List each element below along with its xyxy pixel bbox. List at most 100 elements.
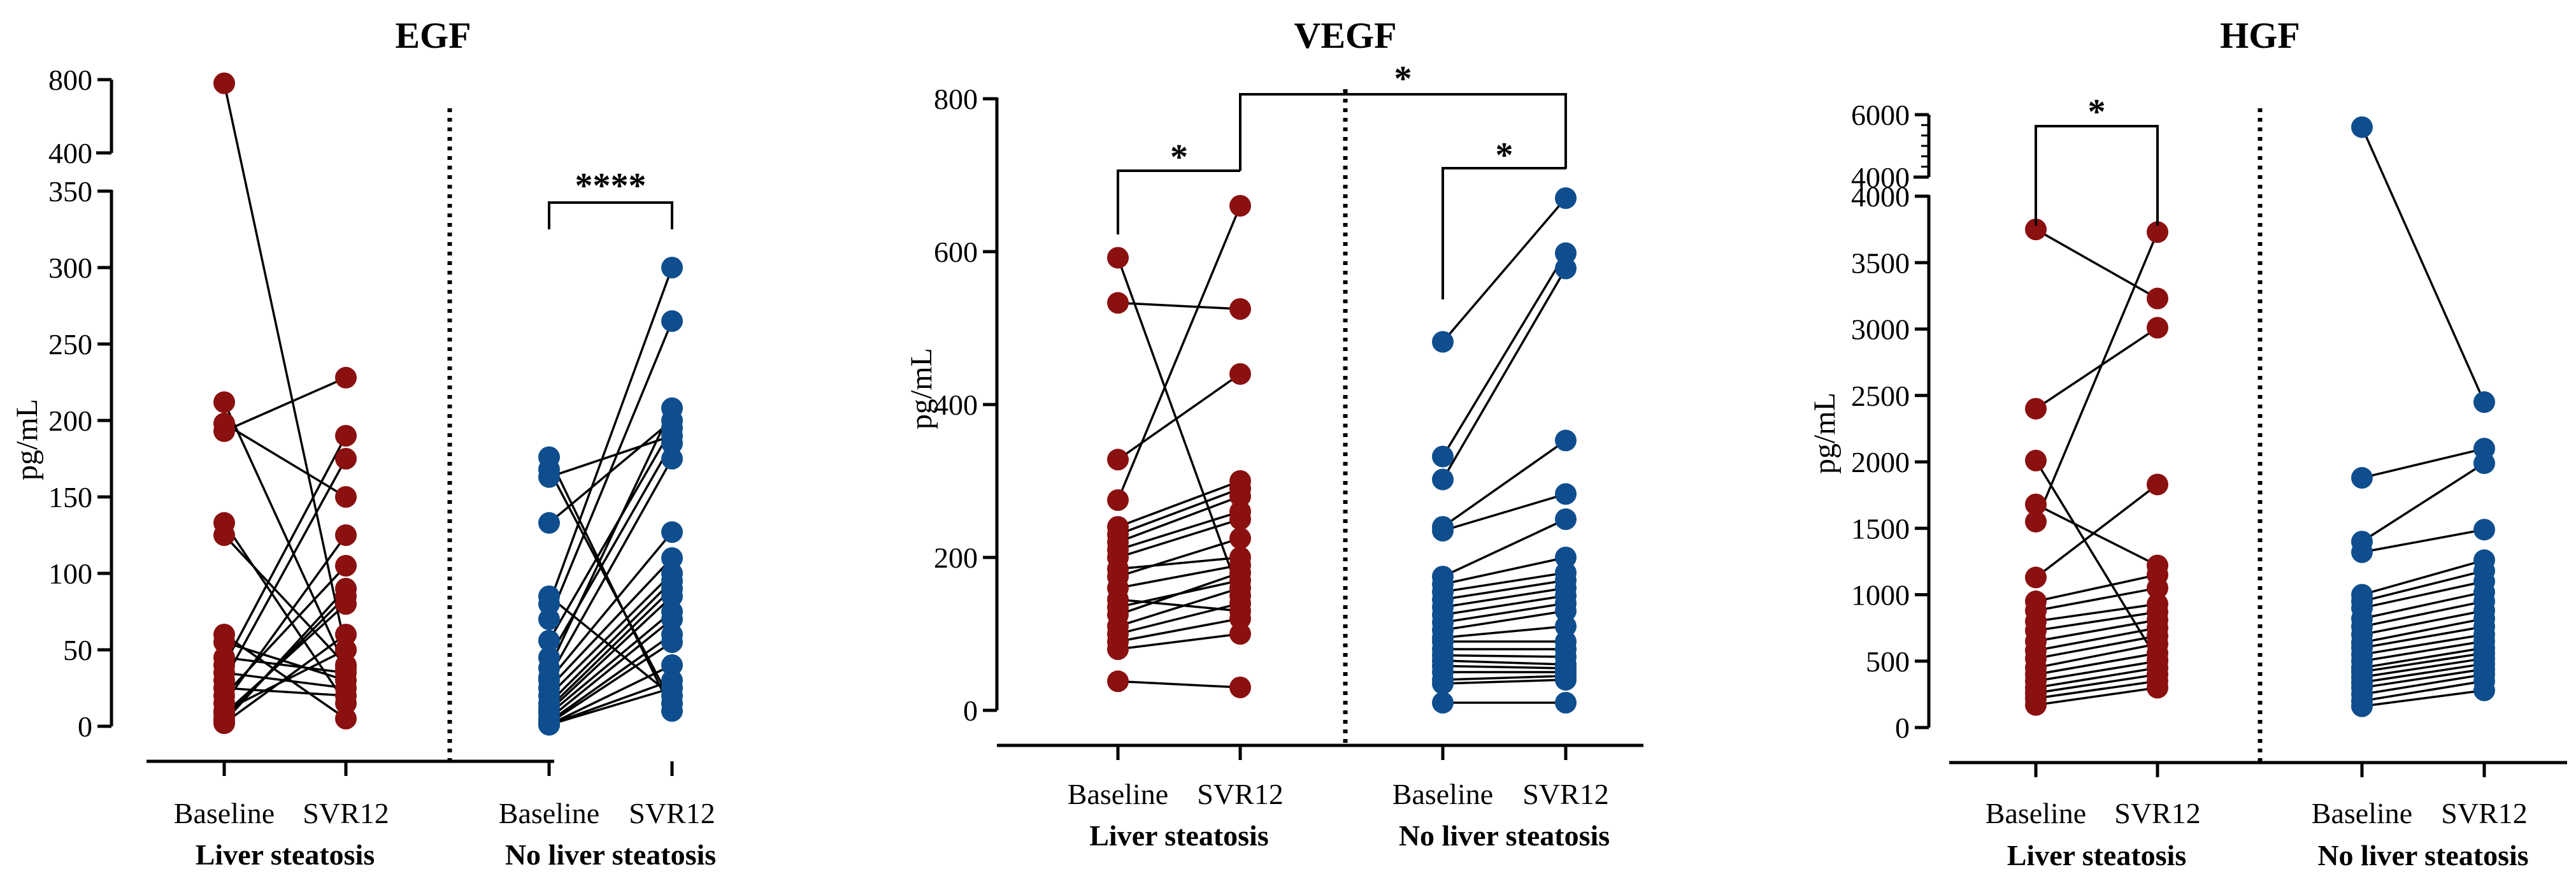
significance-label: * [1394, 59, 1412, 99]
paired-line [224, 687, 347, 697]
paired-line [548, 320, 673, 620]
y-tick-label: 6000 [1851, 99, 1910, 131]
paired-line [1442, 659, 1566, 666]
point-baseline [1107, 292, 1129, 314]
paired-line [2361, 570, 2485, 603]
paired-line [223, 534, 347, 666]
series-liver-steatosis [2025, 219, 2168, 716]
significance-label: **** [575, 166, 647, 206]
point-baseline [2351, 541, 2373, 563]
point-baseline [2025, 694, 2047, 716]
paired-line [2035, 642, 2158, 669]
y-tick-label: 100 [48, 557, 92, 590]
x-tick-label: SVR12 [1522, 778, 1608, 810]
paired-line [1442, 602, 1566, 624]
point-svr12 [661, 310, 683, 332]
point-svr12 [1555, 547, 1577, 568]
paired-line [2035, 680, 2158, 700]
point-svr12 [335, 662, 357, 684]
point-svr12 [661, 397, 683, 419]
point-svr12 [1229, 485, 1251, 507]
y-tick-label: 50 [63, 634, 92, 666]
paired-line [548, 427, 673, 642]
point-svr12 [1555, 600, 1577, 622]
paired-line [548, 595, 673, 712]
paired-line [1117, 633, 1241, 650]
y-axis-label: pg/mL [905, 348, 938, 429]
point-baseline [1107, 247, 1129, 269]
paired-line [2361, 625, 2485, 649]
y-tick-label: 300 [48, 252, 92, 284]
paired-line [1442, 675, 1566, 681]
point-svr12 [2147, 287, 2168, 310]
paired-line [1442, 625, 1566, 639]
chart-title: VEGF [1294, 15, 1396, 56]
paired-line [2361, 668, 2485, 689]
chart-panel-egf: EGF pg/mL 0 50 100 150 200 250 300 350 400 800 Basel… [10, 15, 716, 871]
paired-line [2361, 126, 2486, 403]
paired-line [1442, 571, 1566, 593]
point-svr12 [335, 578, 357, 599]
y-tick-label: 200 [48, 405, 92, 437]
point-svr12 [2473, 679, 2495, 701]
paired-line [548, 443, 673, 658]
point-svr12 [1229, 363, 1251, 385]
paired-line [1117, 556, 1241, 570]
x-tick-label: Baseline [499, 797, 599, 829]
group-label: Liver steatosis [1089, 819, 1269, 852]
paired-line [2035, 231, 2159, 522]
paired-line [223, 435, 347, 666]
x-tick-label: Baseline [1392, 778, 1493, 810]
chart-panel-hgf: HGF pg/mL 0 500 1000 1500 2000 2500 3000 3500 4000… [1808, 15, 2567, 872]
paired-line [2035, 610, 2158, 632]
paired-line [548, 267, 673, 605]
paired-line [2361, 640, 2485, 663]
significance-label: * [1170, 138, 1188, 177]
y-tick-label: 1500 [1851, 512, 1910, 545]
point-svr12 [2473, 391, 2495, 413]
paired-line [1117, 373, 1241, 461]
point-svr12 [1229, 592, 1251, 614]
point-svr12 [661, 654, 683, 676]
point-baseline [538, 593, 560, 615]
point-svr12 [1555, 429, 1577, 452]
paired-line [2035, 686, 2158, 707]
point-baseline [213, 72, 235, 94]
x-tick-label: SVR12 [2441, 797, 2527, 829]
significance-bracket [1117, 169, 1240, 234]
point-svr12 [661, 608, 683, 630]
y-axis-label: pg/mL [10, 399, 44, 480]
point-svr12 [661, 677, 683, 699]
paired-line [1117, 301, 1241, 310]
paired-line [1117, 602, 1241, 635]
y-tick-label: 800 [48, 64, 92, 96]
point-baseline [1107, 670, 1129, 693]
chart-panel-vegf: VEGF pg/mL 0 200 400 600 800 Baseline SVR12 Liver… [905, 15, 1643, 852]
series-no-liver-steatosis [1432, 187, 1577, 714]
paired-line [2361, 633, 2485, 656]
y-tick-label: 350 [48, 175, 92, 208]
point-svr12 [1229, 677, 1251, 698]
paired-line [548, 687, 673, 726]
y-tick-label: 800 [934, 83, 978, 115]
group-label: Liver steatosis [2007, 839, 2187, 872]
paired-line [2361, 647, 2485, 669]
point-svr12 [1555, 242, 1577, 264]
paired-line [548, 664, 673, 726]
paired-line [2361, 559, 2485, 596]
x-tick-label: Baseline [1068, 778, 1168, 810]
paired-line [548, 595, 673, 697]
point-svr12 [661, 448, 683, 470]
paired-line [548, 531, 673, 682]
point-svr12 [1555, 508, 1577, 530]
y-tick-label: 2000 [1851, 446, 1910, 478]
x-tick-label: SVR12 [1197, 778, 1283, 810]
paired-line [548, 572, 673, 697]
point-baseline [1432, 445, 1454, 468]
paired-line [2361, 609, 2485, 636]
point-baseline [2351, 695, 2373, 717]
significance-bracket [1239, 93, 1567, 171]
point-svr12 [335, 486, 357, 508]
point-svr12 [2147, 317, 2168, 339]
group-label: Liver steatosis [196, 838, 375, 871]
